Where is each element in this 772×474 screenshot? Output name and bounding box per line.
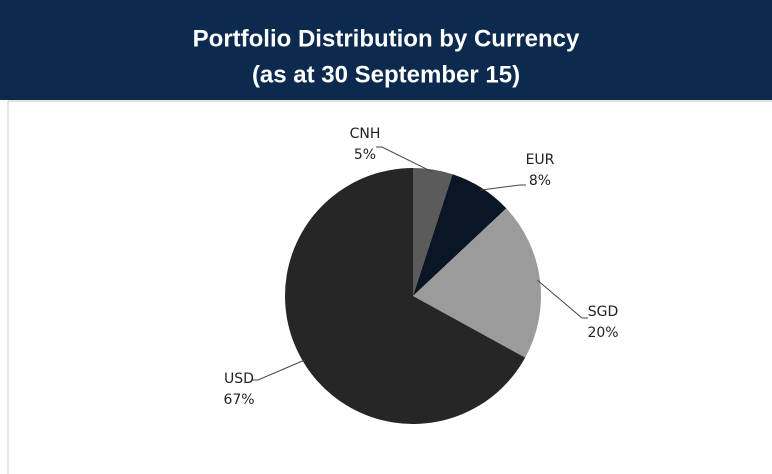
slice-label: EUR: [526, 152, 555, 168]
pie-slice: [413, 168, 453, 296]
leader-line: [480, 184, 526, 191]
header-band: [0, 0, 772, 100]
pie-slice: [413, 208, 541, 358]
leader-line: [376, 146, 433, 173]
leader-line: [537, 279, 588, 319]
slice-label: SGD: [588, 304, 619, 320]
slice-value-label: 20%: [587, 325, 618, 341]
slice-value-label: 8%: [529, 173, 551, 189]
slice-label: USD: [224, 371, 254, 387]
pie-slice: [284, 168, 526, 424]
leader-line: [252, 359, 306, 381]
chart-title: Portfolio Distribution by Currency: [193, 25, 580, 52]
chart-subtitle: (as at 30 September 15): [252, 61, 520, 88]
slice-value-label: 67%: [223, 392, 254, 408]
pie-slice: [413, 174, 507, 296]
slice-value-label: 5%: [354, 147, 376, 163]
slice-label: CNH: [350, 126, 381, 142]
